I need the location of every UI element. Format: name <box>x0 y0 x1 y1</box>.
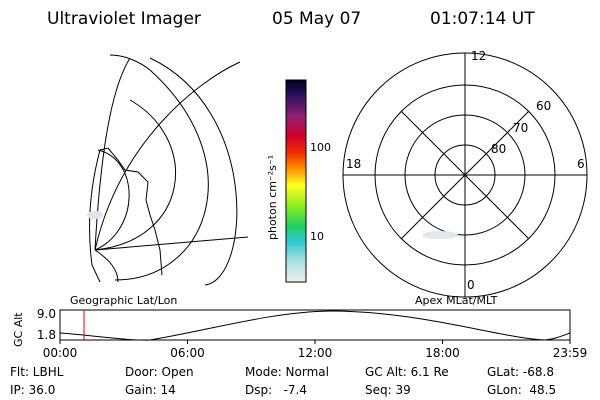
colorbar-label: photon cm⁻²s⁻¹ <box>266 155 279 240</box>
timeline-ytick: 1.8 <box>37 328 56 342</box>
mlat-label: 70 <box>513 121 528 135</box>
colorbar-tick: 10 <box>310 230 324 243</box>
timeline-xtick-label: 12:00 <box>298 346 333 360</box>
status-field: IP: 36.0 <box>10 383 55 397</box>
colorbar-tick: 100 <box>310 141 331 154</box>
aurora-patch <box>87 211 103 219</box>
date: 05 May 07 <box>272 9 361 29</box>
timeline-xtick-label: 18:00 <box>425 346 460 360</box>
timeline-xtick-label: 23:59 <box>553 346 588 360</box>
status-field: Gain: 14 <box>125 383 176 397</box>
panel-label: Apex MLat/MLT <box>415 294 498 307</box>
status-field: Seq: 39 <box>365 383 411 397</box>
timeline-ytick: 9.0 <box>37 307 56 321</box>
timeline-frame <box>59 309 571 341</box>
polar-grid <box>342 52 588 298</box>
geographic-map <box>87 54 249 286</box>
mlat-label: 60 <box>536 99 551 113</box>
status-field: Dsp: -7.4 <box>245 383 307 397</box>
mlat-label: 80 <box>491 142 506 156</box>
colorbar <box>285 79 307 283</box>
status-field: Mode: Normal <box>245 365 329 379</box>
time: 01:07:14 UT <box>430 9 535 29</box>
panel-label: Geographic Lat/Lon <box>70 294 177 307</box>
mlt-label: 6 <box>577 157 585 171</box>
status-field: Door: Open <box>125 365 194 379</box>
timeline-xtick-label: 00:00 <box>43 346 78 360</box>
title: Ultraviolet Imager <box>47 9 201 29</box>
status-field: GLon: 48.5 <box>487 383 556 397</box>
mlt-label: 0 <box>467 278 475 292</box>
mlt-label: 12 <box>471 49 486 63</box>
status-field: GC Alt: 6.1 Re <box>365 365 449 379</box>
timeline-axis-label: GC Alt <box>12 312 25 347</box>
status-field: Flt: LBHL <box>10 365 64 379</box>
mlt-label: 18 <box>346 157 361 171</box>
status-field: GLat: -68.8 <box>487 365 554 379</box>
altitude-curve <box>59 310 571 341</box>
timeline-xtick-label: 06:00 <box>170 346 205 360</box>
